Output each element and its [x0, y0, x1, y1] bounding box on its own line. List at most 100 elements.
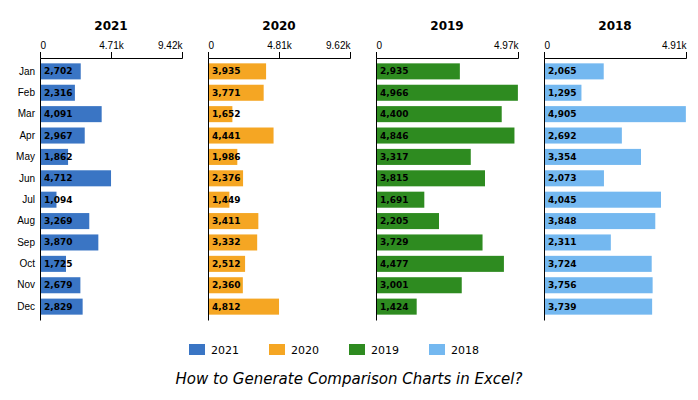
bar: [40, 299, 83, 315]
data-label: 3,724: [548, 259, 576, 269]
panel: 04.71k9.42kJanFebMarAprMayJunJulAugSepOc…: [16, 19, 183, 321]
data-label: 4,441: [212, 131, 240, 141]
x-axis-line: [209, 52, 351, 59]
y-tick-label: Feb: [18, 87, 36, 98]
x-tick-label: 9.62k: [326, 40, 351, 51]
x-tick: 4.71k: [99, 40, 124, 58]
x-tick: 0: [545, 40, 551, 58]
data-label: 2,935: [380, 66, 408, 76]
bar: [208, 213, 258, 229]
x-tick-mark: [279, 52, 280, 58]
y-tick-label: Aug: [17, 215, 35, 226]
y-tick-label: Nov: [17, 279, 35, 290]
x-tick-mark: [350, 52, 351, 58]
bar: [40, 170, 111, 186]
legend-label: 2018: [451, 344, 479, 357]
y-tick: Jun: [19, 173, 40, 184]
y-tick: Feb: [18, 87, 40, 98]
y-axis-line: [376, 59, 377, 321]
data-label: 1,691: [380, 195, 408, 205]
y-tick: Aug: [17, 215, 40, 226]
data-label: 4,846: [380, 131, 408, 141]
bar: [376, 213, 439, 229]
legend-label: 2019: [371, 344, 399, 357]
data-label: 1,424: [380, 302, 408, 312]
y-tick-label: Jul: [22, 194, 35, 205]
x-axis-line: [545, 52, 687, 59]
data-labels: 2,0651,2954,9052,6923,3542,0734,0453,848…: [548, 66, 576, 311]
bar: [544, 63, 604, 79]
bar: [208, 234, 257, 250]
y-axis-line: [208, 59, 209, 321]
data-label: 1,094: [44, 195, 72, 205]
bars: [40, 63, 111, 314]
x-axis: 04.97k: [377, 40, 520, 59]
bar: [544, 277, 653, 293]
x-tick: 0: [41, 40, 47, 58]
x-tick-mark: [376, 52, 377, 58]
bar: [40, 234, 98, 250]
data-label: 3,815: [380, 173, 408, 183]
data-label: 2,679: [44, 280, 72, 290]
panel: 04.91k20182,0651,2954,9052,6923,3542,073…: [544, 19, 687, 321]
bar: [208, 256, 245, 272]
bar: [544, 106, 686, 122]
legend-label: 2020: [291, 344, 319, 357]
data-label: 3,756: [548, 280, 576, 290]
y-tick: Dec: [17, 301, 40, 312]
bar: [208, 128, 274, 144]
y-axis-line: [40, 59, 41, 321]
data-label: 1,986: [212, 152, 240, 162]
x-tick-label: 0: [41, 40, 47, 51]
y-tick: Oct: [19, 258, 40, 269]
data-label: 4,905: [548, 109, 576, 119]
data-label: 1,652: [212, 109, 240, 119]
data-label: 2,205: [380, 216, 408, 226]
legend-swatch: [189, 344, 205, 355]
y-axis-line: [544, 59, 545, 321]
data-label: 2,967: [44, 131, 72, 141]
x-tick: 9.42k: [158, 40, 183, 58]
y-tick: Jan: [19, 66, 40, 77]
bar: [376, 149, 471, 165]
data-label: 2,316: [44, 88, 72, 98]
bar: [208, 85, 264, 101]
data-label: 2,065: [548, 66, 576, 76]
bar: [544, 213, 655, 229]
y-tick-label: May: [16, 151, 35, 162]
y-tick-label: Dec: [17, 301, 35, 312]
bar: [208, 170, 243, 186]
bar: [376, 170, 485, 186]
data-label: 3,317: [380, 152, 408, 162]
x-axis: 04.81k9.62k: [209, 40, 352, 59]
legend-item: 2018: [429, 344, 479, 357]
x-tick-mark: [544, 52, 545, 58]
data-label: 3,001: [380, 280, 408, 290]
data-label: 2,311: [548, 237, 576, 247]
bar: [376, 234, 483, 250]
data-label: 2,360: [212, 280, 240, 290]
data-label: 3,411: [212, 216, 240, 226]
data-label: 3,739: [548, 302, 576, 312]
x-tick-mark: [111, 52, 112, 58]
x-tick-mark: [518, 52, 519, 58]
x-tick: 9.62k: [326, 40, 351, 58]
data-label: 4,477: [380, 259, 408, 269]
chart-title: How to Generate Comparison Charts in Exc…: [176, 370, 523, 388]
x-axis: 0 4.71k 9.42k: [41, 40, 184, 59]
bar: [208, 63, 266, 79]
x-tick-mark: [208, 52, 209, 58]
y-tick-label: Mar: [18, 108, 36, 119]
data-label: 3,870: [44, 237, 72, 247]
data-label: 3,269: [44, 216, 72, 226]
x-tick-label: 9.42k: [158, 40, 183, 51]
legend-swatch: [349, 344, 365, 355]
bar: [544, 256, 652, 272]
bar: [544, 234, 611, 250]
y-tick-label: Oct: [19, 258, 35, 269]
data-label: 3,848: [548, 216, 576, 226]
data-label: 2,376: [212, 173, 240, 183]
x-tick-label: 4.97k: [494, 40, 519, 51]
data-label: 3,729: [380, 237, 408, 247]
data-label: 4,712: [44, 173, 72, 183]
